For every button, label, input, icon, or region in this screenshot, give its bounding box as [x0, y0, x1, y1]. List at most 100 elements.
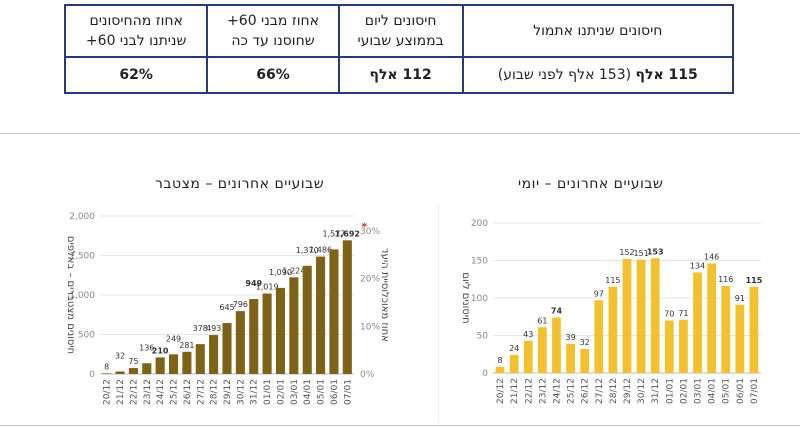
bar	[707, 263, 717, 373]
x-tick-label: 27/12	[196, 379, 206, 405]
bar	[329, 249, 339, 374]
data-label: 378	[193, 324, 208, 333]
bar	[636, 259, 646, 373]
bar	[693, 272, 702, 373]
bar	[509, 355, 519, 373]
data-label: 39	[565, 333, 575, 342]
bar	[302, 265, 312, 374]
x-tick-label: 05/01	[722, 378, 732, 404]
y2-tick-label: 0%	[360, 370, 375, 380]
y-tick-label: 50	[477, 332, 489, 342]
x-tick-label: 27/12	[595, 378, 605, 404]
data-label: 1,692	[335, 229, 360, 238]
data-label: 97	[594, 289, 604, 298]
bar	[749, 286, 759, 373]
x-tick-label: 28/12	[609, 378, 619, 404]
y-tick-label: 0	[89, 370, 95, 380]
header-pct-60-vaccinated: אחוז מבני 60+ שחוסנו עד כה	[206, 4, 340, 58]
header-weekly-avg: חיסונים ליום בממוצע שבועי	[337, 4, 464, 58]
x-tick-label: 29/12	[223, 379, 233, 405]
divider-top	[0, 133, 800, 134]
x-tick-label: 03/01	[290, 379, 300, 405]
x-tick-label: 03/01	[694, 378, 704, 404]
x-tick-label: 26/12	[581, 378, 591, 404]
y-tick-label: 500	[78, 331, 95, 341]
x-tick-label: 06/01	[330, 379, 340, 405]
y2-tick-label: 30%	[360, 227, 380, 237]
bar	[128, 368, 138, 374]
bar	[155, 357, 165, 374]
table-header-row: חיסונים שניתנו אתמול חיסונים ליום בממוצע…	[63, 4, 735, 58]
x-tick-label: 22/12	[524, 378, 534, 404]
data-label: 249	[166, 334, 181, 343]
data-label: 1,486	[309, 246, 332, 255]
bar	[102, 373, 112, 374]
bar	[182, 351, 192, 374]
x-tick-label: 06/01	[736, 378, 746, 404]
x-tick-label: 05/01	[317, 379, 327, 405]
data-label: 116	[718, 275, 733, 284]
y2-tick-label: 20%	[360, 275, 380, 285]
bar	[622, 259, 632, 373]
y-tick-label: 100	[471, 294, 488, 304]
value-yesterday: 115 אלף (153 אלף לפני שבוע)	[461, 56, 735, 94]
x-tick-label: 25/12	[170, 379, 180, 405]
marker-asterisk: *	[361, 220, 367, 233]
x-tick-label: 30/12	[236, 379, 246, 405]
data-label: 210	[152, 346, 169, 355]
x-tick-label: 01/01	[665, 378, 675, 404]
x-tick-label: 22/12	[129, 379, 139, 405]
data-label: 796	[233, 300, 248, 309]
bar	[608, 286, 618, 373]
y-tick-label: 0	[482, 369, 488, 379]
data-label: 146	[704, 253, 719, 262]
data-label: 32	[115, 351, 125, 360]
x-tick-label: 28/12	[210, 379, 220, 405]
x-tick-label: 21/12	[510, 378, 520, 404]
daily-chart-panel: 0 50 100 150 200 8 20/12 24 21/12 43 22/12 61 23/12 7…	[438, 205, 779, 422]
daily-chart: 0 50 100 150 200 8 20/12 24 21/12 43 22/12 61 23/12 7…	[460, 219, 763, 404]
stats-table: חיסונים שניתנו אתמול חיסונים ליום בממוצע…	[63, 4, 735, 94]
value-yesterday-main: 115 אלף	[635, 67, 698, 83]
x-tick-label: 30/12	[637, 378, 647, 404]
data-label: 645	[219, 303, 234, 312]
value-pct-60-vaccinated: 66%	[206, 56, 340, 94]
data-label: 281	[179, 341, 194, 350]
data-label: 134	[690, 262, 705, 271]
y-tick-label: 1,000	[69, 291, 95, 301]
x-tick-label: 02/01	[679, 378, 689, 404]
data-label: 153	[647, 247, 664, 256]
x-tick-label: 26/12	[183, 379, 193, 405]
bar	[262, 293, 272, 374]
y-axis-label: חיסונים מצטברים – באלפים	[65, 236, 76, 354]
bar	[289, 277, 299, 374]
data-label: 32	[580, 338, 590, 347]
data-label: 115	[746, 276, 763, 285]
cumulative-chart-panel: 0 500 1,000 1,500 2,000 0% 10% 20% 30% 8 20/12 32 21…	[30, 198, 402, 422]
data-label: 152	[619, 248, 634, 257]
daily-chart-title: שבועיים אחרונים – יומי	[518, 176, 664, 192]
data-label: 1,224	[282, 266, 305, 275]
data-label: 71	[678, 309, 688, 318]
data-label: 949	[245, 279, 262, 288]
bar	[552, 317, 561, 373]
x-tick-label: 31/12	[651, 378, 661, 404]
x-tick-label: 21/12	[116, 379, 126, 405]
data-label: 24	[509, 344, 519, 353]
bar	[566, 343, 575, 373]
x-tick-label: 31/12	[250, 379, 260, 405]
bar	[721, 286, 731, 373]
data-label: 493	[206, 324, 221, 333]
data-label: 1,019	[256, 282, 279, 291]
data-label: 74	[551, 307, 563, 316]
value-pct-to-60: 62%	[63, 56, 209, 94]
y-tick-label: 150	[471, 257, 488, 267]
bar	[235, 311, 245, 374]
bar	[115, 371, 125, 374]
data-label: 1,090	[269, 268, 292, 277]
x-tick-label: 25/12	[567, 378, 577, 404]
bar	[580, 349, 590, 373]
x-tick-label: 29/12	[623, 378, 633, 404]
bar	[537, 327, 547, 373]
header-yesterday: חיסונים שניתנו אתמול	[461, 4, 735, 58]
